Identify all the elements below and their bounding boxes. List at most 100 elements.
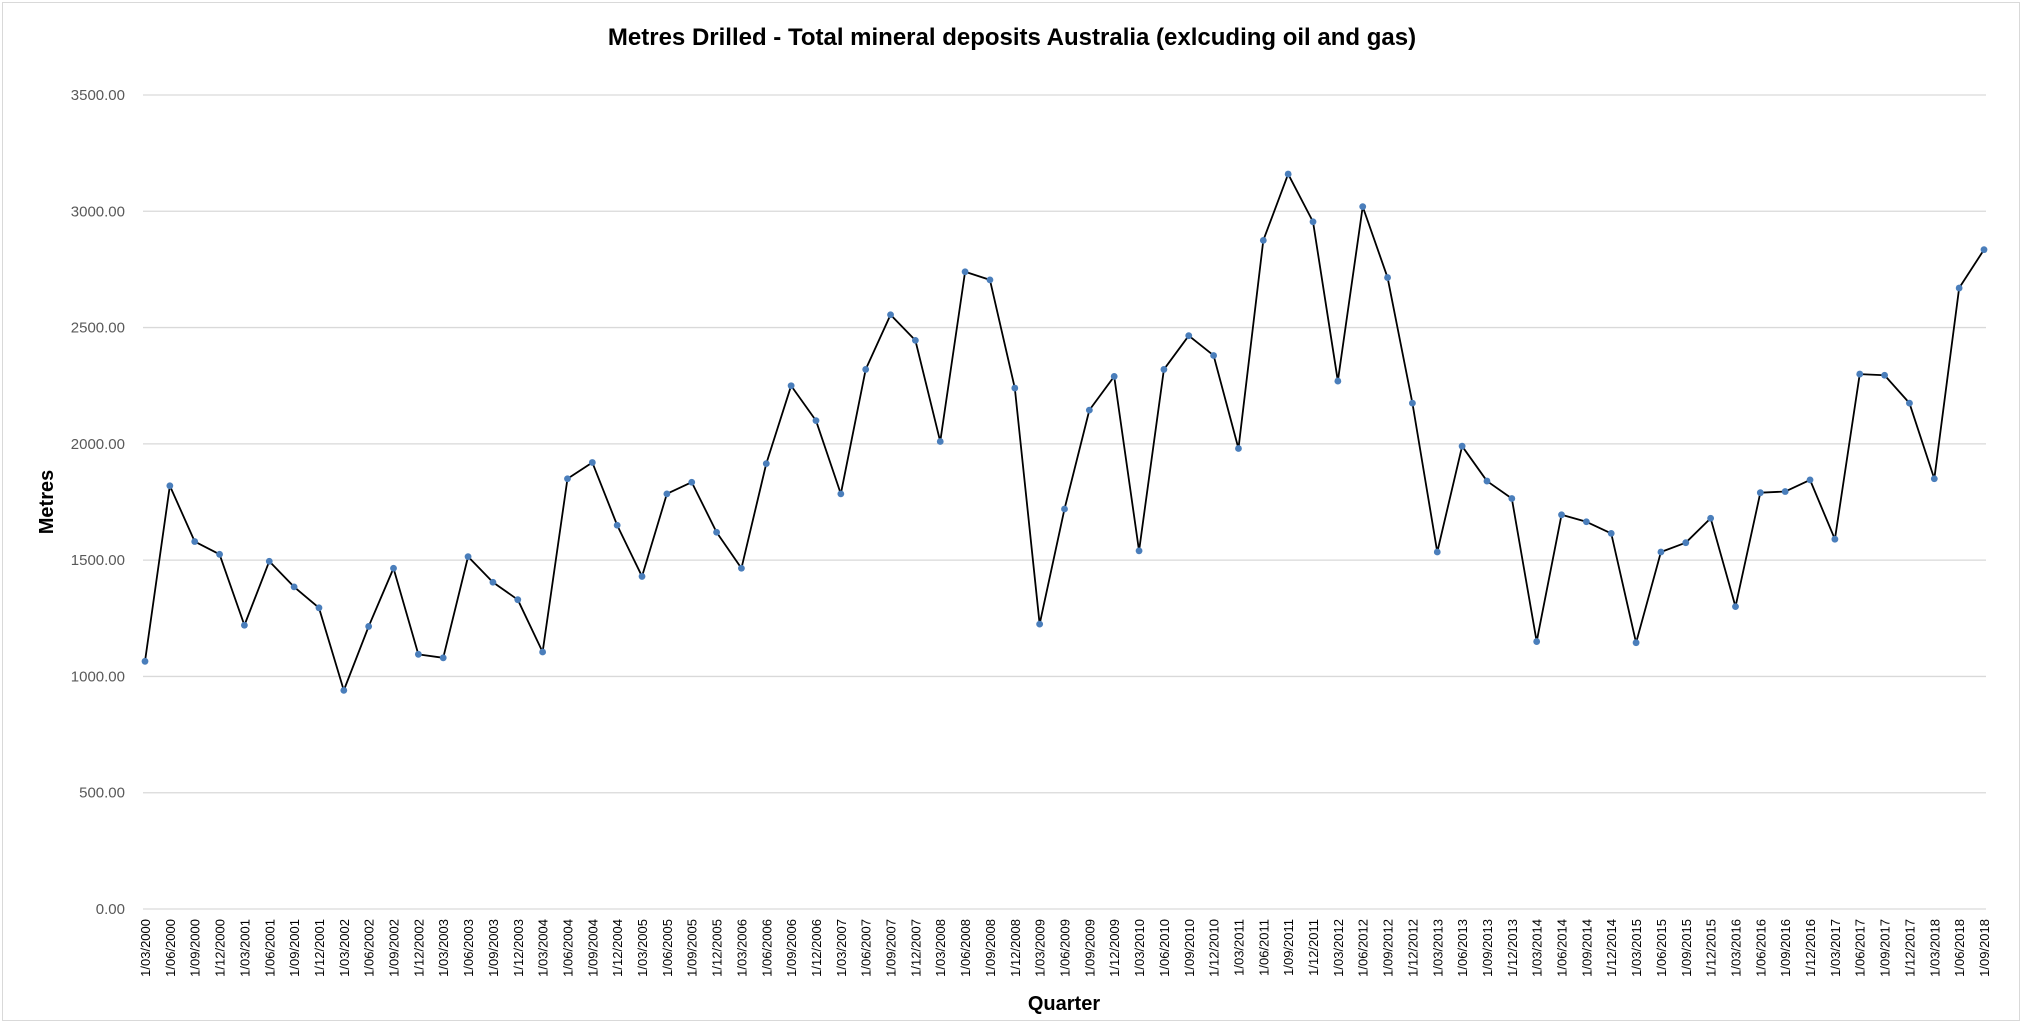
y-axis-title: Metres <box>36 470 58 534</box>
y-tick-label: 500.00 <box>79 785 125 802</box>
data-point <box>1906 399 1913 407</box>
x-tick-label: 1/03/2018 <box>1927 919 1942 977</box>
data-point <box>762 460 770 468</box>
x-tick-label: 1/12/2008 <box>1008 919 1023 977</box>
data-point <box>837 490 845 498</box>
data-point <box>1085 406 1093 414</box>
data-point <box>265 557 273 565</box>
data-point <box>887 311 894 319</box>
x-tick-label: 1/12/2014 <box>1604 919 1619 977</box>
x-tick-label: 1/12/2007 <box>908 919 923 977</box>
data-point <box>1508 495 1516 502</box>
data-point <box>241 621 248 629</box>
data-point <box>166 482 174 490</box>
x-tick-label: 1/06/2005 <box>660 919 675 977</box>
x-tick-label: 1/09/2006 <box>784 919 799 977</box>
x-tick-label: 1/06/2018 <box>1952 919 1967 977</box>
y-axis-ticks: 0.00 500.00 1000.00 1500.00 2000.00 2500.00 30… <box>71 87 125 918</box>
data-point <box>191 538 199 545</box>
x-tick-label: 1/06/2003 <box>461 919 476 977</box>
data-point <box>1533 638 1541 645</box>
data-point <box>1955 284 1963 292</box>
x-tick-label: 1/03/2012 <box>1331 919 1346 977</box>
x-tick-label: 1/12/2006 <box>809 919 824 977</box>
x-axis-title: Quarter <box>1028 993 1100 1015</box>
x-tick-label: 1/06/2015 <box>1654 919 1669 977</box>
data-point <box>1334 377 1342 385</box>
data-point <box>1831 535 1839 543</box>
data-point <box>464 553 472 561</box>
data-point <box>787 382 795 390</box>
series-line <box>144 173 1985 692</box>
y-tick-label: 0.00 <box>96 901 125 918</box>
x-tick-label: 1/12/2011 <box>1306 919 1321 976</box>
x-tick-label: 1/09/2018 <box>1977 919 1992 977</box>
data-point <box>1930 475 1938 483</box>
x-tick-label: 1/06/2008 <box>958 919 973 977</box>
data-point <box>414 650 422 658</box>
x-tick-label: 1/03/2004 <box>536 919 551 977</box>
y-tick-label: 3500.00 <box>71 87 125 104</box>
data-point <box>439 654 447 662</box>
data-point <box>1409 399 1416 407</box>
data-point <box>1185 332 1193 340</box>
x-tick-label: 1/06/2012 <box>1356 919 1371 977</box>
x-tick-label: 1/06/2006 <box>759 919 774 977</box>
data-point <box>1110 373 1118 380</box>
x-tick-label: 1/09/2008 <box>983 919 998 977</box>
data-point <box>1632 639 1640 647</box>
x-tick-label: 1/03/2003 <box>436 919 451 977</box>
y-tick-label: 2500.00 <box>71 320 125 337</box>
x-tick-label: 1/12/2001 <box>312 919 327 977</box>
data-point <box>1806 476 1814 484</box>
data-point <box>812 417 820 424</box>
x-tick-label: 1/09/2002 <box>387 919 402 977</box>
data-point <box>365 623 373 630</box>
data-point <box>315 604 323 612</box>
x-tick-label: 1/03/2005 <box>635 919 650 977</box>
data-point <box>1856 370 1864 378</box>
data-point <box>1036 620 1044 628</box>
x-tick-label: 1/03/2015 <box>1629 919 1644 977</box>
data-point <box>961 268 969 276</box>
y-tick-label: 1000.00 <box>71 668 125 685</box>
x-tick-label: 1/03/2007 <box>834 919 849 977</box>
data-point <box>1558 511 1565 519</box>
x-tick-label: 1/06/2004 <box>560 919 575 977</box>
data-point <box>1781 488 1789 495</box>
data-point <box>1235 445 1242 452</box>
x-tick-label: 1/06/2017 <box>1853 919 1868 977</box>
data-point <box>1384 274 1391 281</box>
data-point <box>290 583 298 591</box>
data-point <box>1284 170 1292 178</box>
data-point <box>514 596 522 604</box>
data-point <box>688 478 696 486</box>
data-point <box>1657 548 1665 556</box>
data-point <box>911 336 919 344</box>
y-tick-label: 2000.00 <box>71 436 125 453</box>
data-point <box>1980 246 1988 254</box>
data-point <box>1160 366 1168 373</box>
x-tick-label: 1/06/2013 <box>1455 919 1470 977</box>
data-point <box>1607 529 1615 537</box>
x-tick-label: 1/12/2004 <box>610 919 625 977</box>
data-point <box>1433 548 1441 556</box>
x-tick-label: 1/12/2003 <box>511 919 526 977</box>
x-tick-label: 1/06/2014 <box>1555 919 1570 977</box>
chart-title: Metres Drilled - Total mineral deposits … <box>608 24 1416 51</box>
x-tick-label: 1/12/2015 <box>1704 919 1719 977</box>
data-point <box>141 657 149 665</box>
x-tick-label: 1/03/2010 <box>1132 919 1147 977</box>
x-tick-label: 1/06/2016 <box>1753 919 1768 977</box>
line-chart: Metres Drilled - Total mineral deposits … <box>36 24 1992 1015</box>
x-tick-label: 1/03/2002 <box>337 919 352 977</box>
x-tick-label: 1/06/2001 <box>262 919 277 977</box>
data-point <box>1707 514 1715 522</box>
x-tick-label: 1/06/2011 <box>1256 919 1271 976</box>
series-line-layer <box>144 173 1985 692</box>
data-point <box>862 366 870 373</box>
x-tick-label: 1/09/2012 <box>1381 919 1396 977</box>
data-point <box>1483 477 1491 485</box>
x-tick-label: 1/12/2016 <box>1803 919 1818 977</box>
